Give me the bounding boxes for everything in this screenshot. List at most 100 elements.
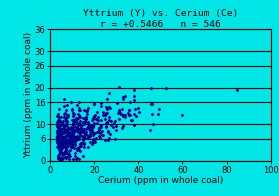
Point	[80, 123, 84, 127]
Point	[57, 120, 61, 123]
Point	[59, 132, 64, 135]
Point	[79, 144, 83, 147]
Point	[107, 136, 111, 139]
Point	[72, 119, 76, 122]
Point	[75, 137, 79, 141]
Point	[57, 142, 61, 145]
Point	[62, 144, 67, 147]
Point	[72, 119, 76, 122]
Point	[60, 124, 65, 127]
Point	[81, 154, 85, 157]
Point	[58, 119, 62, 122]
Point	[76, 131, 81, 134]
Point	[81, 120, 85, 123]
Point	[56, 133, 61, 136]
Point	[118, 112, 122, 115]
Point	[63, 146, 68, 149]
Point	[73, 118, 77, 122]
Point	[108, 106, 112, 110]
Point	[77, 137, 81, 140]
Point	[75, 117, 80, 120]
Point	[57, 146, 62, 149]
Point	[91, 131, 95, 134]
Point	[57, 130, 62, 133]
Point	[72, 134, 77, 138]
Point	[92, 138, 96, 141]
Point	[82, 123, 87, 126]
Point	[107, 119, 112, 122]
Point	[81, 142, 86, 146]
Point	[65, 130, 69, 133]
Point	[113, 138, 117, 141]
Point	[81, 130, 85, 133]
Point	[63, 156, 68, 159]
Point	[77, 121, 81, 124]
Point	[63, 128, 67, 131]
Point	[121, 124, 125, 127]
Point	[84, 109, 88, 112]
Point	[59, 148, 63, 152]
Point	[63, 131, 68, 134]
Point	[56, 127, 61, 131]
Point	[59, 150, 63, 153]
Point	[63, 146, 67, 149]
Point	[70, 136, 74, 139]
Point	[76, 132, 81, 135]
Point	[76, 113, 81, 117]
Point	[56, 130, 61, 133]
Point	[56, 139, 60, 142]
Point	[57, 143, 62, 146]
Point	[64, 113, 69, 116]
Point	[78, 127, 83, 130]
Point	[82, 134, 86, 138]
Point	[85, 146, 90, 149]
Point	[83, 131, 88, 134]
Point	[91, 117, 96, 120]
Point	[83, 137, 88, 140]
Point	[114, 129, 118, 132]
Point	[61, 141, 65, 144]
Point	[65, 135, 69, 138]
Point	[65, 140, 70, 143]
Point	[65, 133, 70, 136]
Point	[61, 132, 65, 135]
Point	[74, 156, 79, 160]
Point	[55, 140, 59, 143]
Point	[69, 145, 74, 148]
Point	[71, 129, 76, 132]
Point	[84, 115, 88, 118]
Point	[99, 129, 104, 132]
Point	[97, 127, 101, 130]
Point	[90, 129, 94, 132]
Point	[59, 154, 64, 157]
Point	[73, 152, 78, 155]
Point	[151, 122, 155, 125]
Point	[57, 118, 61, 122]
Point	[93, 137, 97, 141]
Point	[88, 134, 92, 137]
Point	[149, 103, 153, 106]
Point	[69, 143, 73, 146]
Point	[77, 137, 81, 140]
Point	[103, 114, 108, 117]
Point	[109, 119, 113, 122]
Point	[62, 126, 66, 130]
Point	[91, 140, 96, 143]
Point	[103, 113, 107, 116]
Point	[57, 150, 62, 153]
Point	[74, 103, 79, 107]
Point	[61, 135, 65, 139]
Point	[74, 116, 78, 120]
Point	[105, 120, 109, 123]
Point	[69, 144, 74, 148]
Point	[84, 112, 89, 115]
Point	[56, 140, 61, 143]
Point	[73, 138, 78, 141]
Point	[68, 135, 73, 139]
Point	[55, 139, 60, 142]
Point	[132, 124, 136, 127]
Point	[62, 98, 66, 101]
Point	[92, 132, 96, 135]
Point	[59, 135, 63, 138]
Point	[70, 115, 75, 118]
